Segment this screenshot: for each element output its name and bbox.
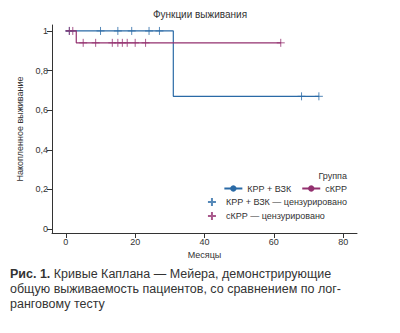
svg-text:0,4: 0,4 — [35, 145, 48, 155]
svg-text:0,8: 0,8 — [35, 66, 48, 76]
svg-text:0,6: 0,6 — [35, 105, 48, 115]
svg-text:Накопленное выживание: Накопленное выживание — [15, 76, 25, 181]
svg-text:КРР + ВЗК: КРР + ВЗК — [247, 184, 292, 194]
html-text:Рис. 1. Кривые Каплана — Мейер: Рис. 1. Кривые Каплана — Мейера, демонст… — [10, 267, 341, 311]
svg-text:0: 0 — [43, 224, 48, 234]
svg-text:0: 0 — [63, 237, 68, 247]
svg-text:Группа: Группа — [318, 171, 347, 181]
svg-text:Месяцы: Месяцы — [188, 250, 222, 260]
svg-text:Функции выживания: Функции выживания — [153, 9, 247, 20]
svg-text:60: 60 — [269, 237, 279, 247]
svg-text:сКРР: сКРР — [325, 184, 347, 194]
svg-text:1: 1 — [43, 26, 48, 36]
svg-text:40: 40 — [199, 237, 209, 247]
svg-text:80: 80 — [338, 237, 348, 247]
svg-text:0,2: 0,2 — [35, 184, 48, 194]
svg-text:сКРР — цензурировано: сКРР — цензурировано — [226, 211, 325, 221]
svg-text:20: 20 — [130, 237, 140, 247]
svg-text:КРР + ВЗК — цензурировано: КРР + ВЗК — цензурировано — [226, 197, 347, 207]
